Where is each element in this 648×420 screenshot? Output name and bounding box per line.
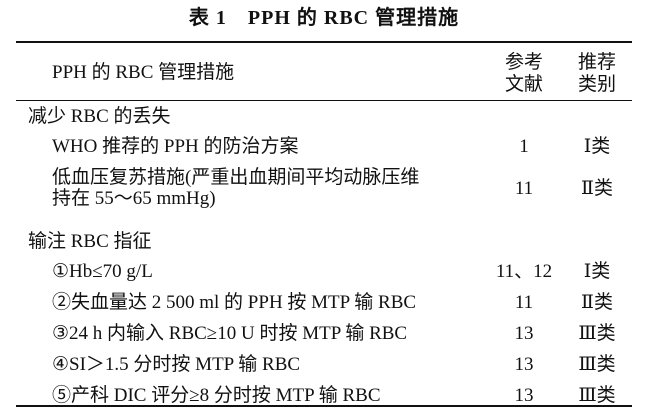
row-class: Ⅰ类 — [583, 136, 611, 157]
row-measure: WHO 推荐的 PPH 的防治方案 — [52, 136, 299, 157]
header-rule — [16, 100, 632, 101]
row-reference: 11 — [514, 292, 534, 313]
row-reference: 11 — [514, 177, 534, 199]
row-class: Ⅱ类 — [581, 292, 613, 313]
section-label: 减少 RBC 的丢失 — [28, 106, 171, 127]
row-measure: ③24 h 内输入 RBC≥10 U 时按 MTP 输 RBC — [52, 323, 408, 344]
row-measure: ①Hb≤70 g/L — [52, 261, 153, 282]
bottom-rule — [16, 405, 632, 407]
row-class: Ⅱ类 — [581, 177, 613, 199]
row-measure: ②失血量达 2 500 ml 的 PPH 按 MTP 输 RBC — [52, 292, 417, 313]
header-class: 推荐 — [577, 52, 616, 73]
row-reference: 13 — [514, 385, 534, 406]
row-class: Ⅰ类 — [583, 261, 611, 282]
row-measure: 低血压复苏措施(严重出血期间平均动脉压维 — [52, 167, 420, 188]
row-measure: ⑤产科 DIC 评分≥8 分时按 MTP 输 RBC — [52, 385, 381, 406]
row-class: Ⅲ类 — [578, 323, 616, 344]
row-reference: 11、12 — [495, 261, 553, 282]
section-label: 输注 RBC 指征 — [28, 231, 152, 252]
row-class: Ⅲ类 — [578, 385, 616, 406]
row-measure: 持在 55～65 mmHg) — [52, 188, 216, 209]
row-measure: ④SI＞1.5 分时按 MTP 输 RBC — [52, 354, 301, 375]
row-reference: 13 — [514, 354, 534, 375]
row-reference: 1 — [519, 136, 529, 157]
header-class: 类别 — [577, 74, 616, 95]
row-class: Ⅲ类 — [578, 354, 616, 375]
header-reference: 文献 — [504, 74, 543, 95]
row-reference: 13 — [514, 323, 534, 344]
header-reference: 参考 — [504, 52, 543, 73]
header-measure: PPH 的 RBC 管理措施 — [52, 62, 235, 83]
table-title: 表 1 PPH 的 RBC 管理措施 — [188, 7, 460, 29]
top-rule — [16, 41, 632, 43]
